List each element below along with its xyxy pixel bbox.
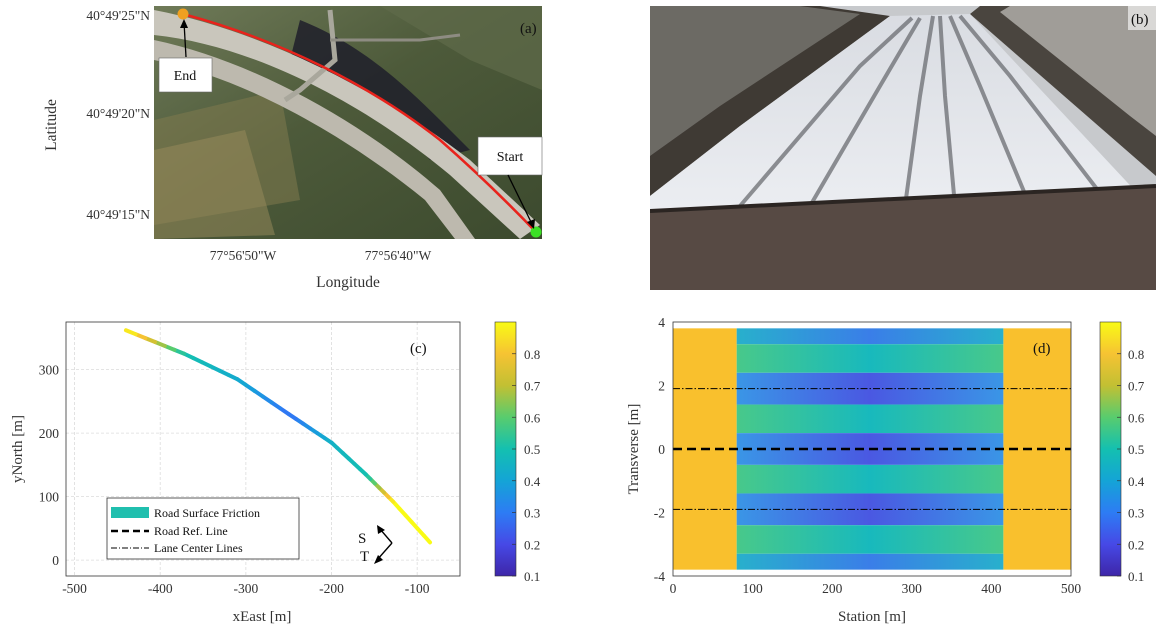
tire-tracks	[738, 14, 1112, 208]
legend-lane-label: Lane Center Lines	[154, 541, 243, 555]
friction-band	[736, 464, 1004, 494]
panel-c-tag: (c)	[410, 341, 427, 357]
T-arrowhead	[374, 555, 383, 564]
friction-band	[736, 553, 1004, 570]
friction-band	[736, 344, 1004, 373]
colorbar-tick-label: 0.8	[1128, 347, 1144, 362]
left-barrier-snow	[650, 6, 860, 156]
x-tick-label: 100	[742, 581, 763, 596]
x-tick-label: 500	[1061, 581, 1082, 596]
start-label-box	[477, 136, 543, 176]
legend-friction-label: Road Surface Friction	[154, 506, 260, 520]
x-tick-label: -300	[233, 581, 258, 596]
colorbar-tick-label: 0.2	[524, 537, 540, 552]
colorbar-tick-label: 0.3	[1128, 506, 1144, 521]
start-marker	[530, 226, 542, 238]
panel-a-tag: (a)	[520, 21, 537, 37]
y-tick-label: -4	[654, 569, 665, 584]
friction-band	[736, 328, 1004, 345]
y-tick-label: 0	[658, 442, 665, 457]
friction-path	[123, 328, 433, 545]
colorbar-tick-label: 0.2	[1128, 537, 1144, 552]
x-tick-label: 200	[822, 581, 843, 596]
x-tick-label: -400	[148, 581, 173, 596]
x-axis-label: xEast [m]	[233, 609, 292, 625]
panel-d-chart: 0 100 200 300 400 500 -4 -2 0 2 4 (d) Station [m]…	[626, 315, 1145, 625]
x-tick-labels: 0 100 200 300 400 500	[670, 581, 1082, 596]
panel-b-photo: (b)	[650, 6, 1156, 290]
friction-band	[736, 525, 1004, 554]
plot-area	[65, 321, 461, 577]
y-tick-label: 2	[658, 379, 665, 394]
y-tick-label: -2	[654, 506, 665, 521]
colorbar-tick-label: 0.6	[524, 410, 541, 425]
y-axis-label: yNorth [m]	[10, 415, 26, 483]
start-arrow	[507, 174, 533, 225]
lon-tick: 77°56'50"W	[210, 248, 277, 263]
route-line	[182, 12, 537, 233]
satellite-image	[154, 6, 542, 239]
pavement-edge	[650, 184, 1156, 213]
x-tick-label: 0	[670, 581, 677, 596]
panel-d-tag: (d)	[1033, 341, 1051, 357]
end-marker	[177, 8, 189, 20]
colorbar-tick-label: 0.5	[1128, 442, 1144, 457]
start-arrowhead	[527, 219, 535, 229]
end-label-box	[158, 57, 213, 93]
lat-tick: 40°49'20"N	[86, 106, 150, 121]
panel-a-map: End Start (a) 40°49'25"N 40°49'20"N 40°4…	[43, 6, 543, 291]
y-tick-label: 200	[39, 426, 60, 441]
y-axis-label: Transverse [m]	[626, 404, 642, 495]
legend-swatch-friction	[111, 507, 149, 518]
y-tick-label: 0	[52, 553, 59, 568]
y-tick-label: 4	[658, 315, 665, 330]
y-tick-label: 100	[39, 490, 60, 505]
reference-lines	[673, 388, 1071, 510]
start-label: Start	[497, 150, 524, 165]
end-arrowhead	[180, 19, 188, 28]
T-label: T	[360, 549, 369, 565]
colorbar-tick-label: 0.7	[1128, 379, 1145, 394]
end-label: End	[174, 69, 197, 84]
right-barrier-snow	[1000, 6, 1156, 136]
legend: Road Surface Friction Road Ref. Line Lan…	[106, 497, 300, 560]
colorbar-tick-label: 0.6	[1128, 410, 1145, 425]
friction-band	[736, 404, 1004, 434]
y-tick-labels: 0 100 200 300	[39, 363, 60, 569]
colorbar-tick-label: 0.8	[524, 347, 540, 362]
plot-area	[672, 321, 1072, 577]
tag-box-b	[1128, 6, 1156, 30]
x-tick-label: 300	[902, 581, 923, 596]
lat-tick: 40°49'25"N	[86, 8, 150, 23]
colorbar-ticks: 0.8 0.7 0.6 0.5 0.4 0.3 0.2 0.1	[1117, 347, 1145, 584]
colorbar-tick-label: 0.5	[524, 442, 540, 457]
wet-pavement	[650, 186, 1156, 290]
x-tick-label: 400	[981, 581, 1002, 596]
colorbar-ticks: 0.8 0.7 0.6 0.5 0.4 0.3 0.2 0.1	[512, 347, 541, 584]
friction-segment	[123, 328, 138, 337]
colorbar-tick-label: 0.1	[524, 569, 540, 584]
y-tick-label: 300	[39, 363, 60, 378]
S-arrowhead	[377, 525, 385, 534]
x-tick-label: -100	[405, 581, 430, 596]
colorbar-tick-label: 0.7	[524, 379, 541, 394]
y-tick-labels: -4 -2 0 2 4	[654, 315, 666, 584]
panel-a-ylabel: Latitude	[43, 99, 60, 151]
colorbar-tick-label: 0.4	[1128, 474, 1145, 489]
S-label: S	[358, 531, 366, 547]
lat-tick: 40°49'15"N	[86, 207, 150, 222]
x-axis-label: Station [m]	[838, 609, 906, 625]
colorbar-tick-label: 0.1	[1128, 569, 1144, 584]
legend-ref-label: Road Ref. Line	[154, 524, 228, 538]
x-tick-label: -500	[62, 581, 87, 596]
x-tick-labels: -500 -400 -300 -200 -100	[62, 581, 430, 596]
panel-a-xlabel: Longitude	[316, 274, 380, 291]
lon-tick: 77°56'40"W	[365, 248, 432, 263]
colorbar-tick-label: 0.4	[524, 474, 541, 489]
colorbar-tick-label: 0.3	[524, 506, 540, 521]
panel-b-tag: (b)	[1131, 12, 1149, 28]
x-tick-label: -200	[319, 581, 344, 596]
